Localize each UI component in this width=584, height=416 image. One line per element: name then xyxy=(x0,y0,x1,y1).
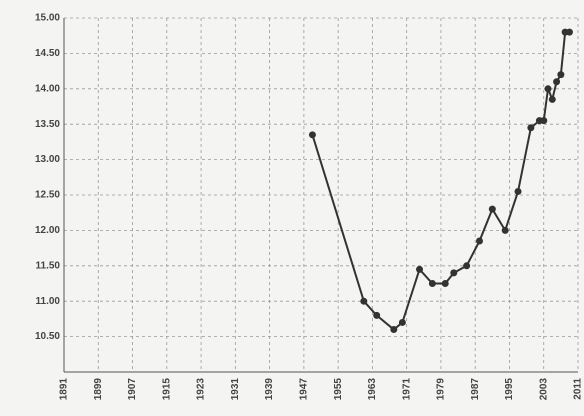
x-tick-label: 1947 xyxy=(299,378,310,401)
y-tick-label: 10.50 xyxy=(35,331,60,342)
x-tick-label: 1971 xyxy=(401,378,412,401)
point xyxy=(308,131,316,139)
point xyxy=(501,226,509,234)
y-tick-label: 11.50 xyxy=(36,260,61,271)
y-tick-label: 11.00 xyxy=(36,296,61,307)
point xyxy=(540,117,548,125)
point xyxy=(488,205,496,213)
y-tick-label: 13.50 xyxy=(35,119,60,130)
y-tick-label: 14.50 xyxy=(35,48,60,59)
point xyxy=(475,237,483,245)
point xyxy=(416,265,424,273)
point xyxy=(548,95,556,103)
x-tick-label: 1963 xyxy=(367,378,378,401)
point xyxy=(428,280,436,287)
x-tick-label: 1995 xyxy=(504,378,515,401)
x-tick-label: 1915 xyxy=(161,378,172,401)
x-tick-label: 1923 xyxy=(196,378,207,401)
x-tick-label: 1939 xyxy=(264,378,275,401)
point xyxy=(373,311,381,319)
x-tick-label: 1987 xyxy=(470,378,481,401)
x-tick-label: 1955 xyxy=(333,378,344,401)
point xyxy=(527,124,535,132)
point xyxy=(544,85,552,93)
point xyxy=(553,78,561,86)
y-tick-label: 12.50 xyxy=(35,190,60,201)
point xyxy=(450,269,458,277)
y-tick-label: 14.00 xyxy=(35,83,60,94)
point xyxy=(441,280,449,287)
y-tick-label: 12.00 xyxy=(35,225,60,236)
point xyxy=(398,318,406,326)
point xyxy=(463,262,471,270)
x-tick-label: 2003 xyxy=(538,378,549,401)
x-tick-label: 2011 xyxy=(573,378,584,400)
point xyxy=(390,326,398,334)
point xyxy=(360,297,368,305)
x-tick-label: 1979 xyxy=(436,378,447,401)
x-tick-label: 1907 xyxy=(127,378,138,401)
y-tick-label: 13.00 xyxy=(35,154,60,165)
y-tick-label: 15.00 xyxy=(35,13,60,24)
point xyxy=(514,187,522,195)
point xyxy=(565,28,573,36)
x-tick-label: 1931 xyxy=(230,378,241,401)
x-tick-label: 1891 xyxy=(59,378,70,401)
x-tick-label: 1899 xyxy=(93,378,104,401)
point xyxy=(557,71,565,79)
